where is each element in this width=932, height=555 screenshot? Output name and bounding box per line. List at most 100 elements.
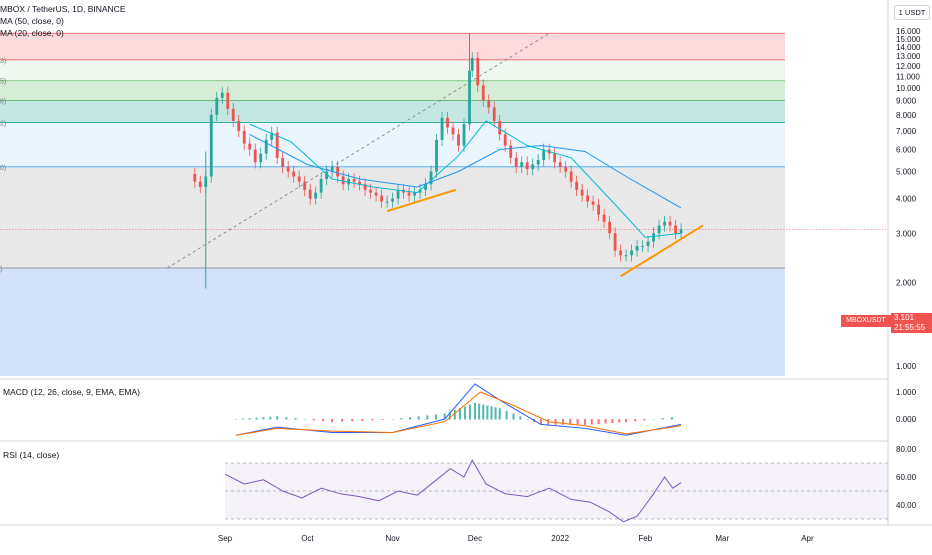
macd-hist-bar bbox=[234, 419, 237, 420]
ma50-legend: MA (50, close, 0) bbox=[0, 16, 64, 26]
macd-hist-bar bbox=[505, 410, 508, 420]
macd-hist-bar bbox=[391, 419, 394, 420]
ma20-line bbox=[249, 120, 682, 238]
macd-tick-label: 1.000 bbox=[896, 388, 917, 397]
candle-body bbox=[451, 127, 455, 135]
macd-hist-bar bbox=[285, 417, 288, 420]
macd-hist-bar bbox=[519, 416, 522, 420]
fib-zone bbox=[0, 100, 785, 123]
macd-hist-bar bbox=[262, 417, 265, 420]
candle-body bbox=[635, 245, 639, 251]
price-tick-label: 6.000 bbox=[896, 146, 917, 155]
candle-body bbox=[385, 201, 389, 203]
fib-zone bbox=[0, 268, 785, 376]
candle-body bbox=[597, 204, 601, 215]
price-tick-label: 8.000 bbox=[896, 111, 917, 120]
candle-body bbox=[380, 195, 383, 202]
macd-hist-bar bbox=[512, 413, 515, 420]
macd-hist-bar bbox=[463, 406, 466, 420]
fib-zone bbox=[0, 33, 785, 60]
candle-body bbox=[668, 221, 672, 226]
fib-side-label: 2) bbox=[0, 121, 6, 128]
candle-body bbox=[580, 189, 584, 196]
candle-body bbox=[520, 162, 524, 167]
candle-body bbox=[542, 149, 546, 161]
macd-hist-bar bbox=[303, 419, 306, 420]
macd-legend: MACD (12, 26, close, 9, EMA, EMA) bbox=[3, 387, 140, 397]
candle-body bbox=[498, 120, 502, 135]
candle-body bbox=[624, 255, 628, 257]
ma50-line bbox=[249, 133, 682, 209]
candle-body bbox=[215, 97, 219, 115]
candle-body bbox=[352, 179, 356, 182]
countdown-label: 21:55:55 bbox=[891, 323, 932, 333]
macd-hist-bar bbox=[576, 419, 579, 425]
macd-hist-bar bbox=[255, 417, 258, 420]
candle-body bbox=[407, 192, 411, 196]
macd-hist-bar bbox=[408, 417, 411, 420]
candle-body bbox=[630, 250, 633, 256]
candle-body bbox=[330, 166, 334, 172]
candle-body bbox=[248, 143, 252, 150]
candle-body bbox=[347, 179, 351, 185]
candle-body bbox=[363, 184, 367, 190]
macd-hist-bar bbox=[625, 419, 628, 423]
candle-body bbox=[303, 181, 307, 190]
time-tick-label: Sep bbox=[218, 534, 233, 543]
macd-hist-bar bbox=[248, 418, 251, 420]
candle-body bbox=[242, 130, 246, 144]
candle-body bbox=[591, 201, 595, 205]
candle-body bbox=[413, 192, 416, 196]
candle-body bbox=[308, 189, 312, 199]
macd-hist-bar bbox=[294, 418, 297, 420]
macd-hist-bar bbox=[482, 404, 485, 420]
candle-body bbox=[536, 160, 540, 165]
time-tick-label: 2022 bbox=[551, 534, 569, 543]
macd-hist-bar bbox=[590, 419, 593, 425]
candle-body bbox=[531, 164, 535, 170]
candle-body bbox=[325, 171, 329, 180]
macd-hist-bar bbox=[241, 418, 244, 420]
candle-body bbox=[336, 166, 340, 177]
chart-title: MBOX / TetherUS, 1D, BINANCE bbox=[0, 4, 126, 14]
candle-body bbox=[481, 85, 485, 101]
macd-hist-bar bbox=[435, 414, 438, 420]
currency-label[interactable]: 1 USDT bbox=[894, 5, 930, 20]
time-tick-label: Feb bbox=[638, 534, 652, 543]
macd-tick-label: 0.000 bbox=[896, 415, 917, 424]
candle-body bbox=[679, 229, 683, 234]
macd-hist-bar bbox=[539, 419, 542, 425]
price-tick-label: 12.000 bbox=[896, 62, 921, 71]
candle-body bbox=[476, 57, 480, 86]
time-tick-label: Mar bbox=[715, 534, 729, 543]
time-tick-label: Nov bbox=[385, 534, 399, 543]
candle-body bbox=[435, 139, 438, 172]
candle-body bbox=[314, 192, 318, 199]
price-tick-label: 5.000 bbox=[896, 168, 917, 177]
time-tick-label: Apr bbox=[801, 534, 814, 543]
rsi-tick-label: 60.00 bbox=[896, 473, 917, 482]
macd-hist-bar bbox=[661, 418, 664, 420]
macd-hist-bar bbox=[276, 416, 279, 420]
candle-body bbox=[652, 233, 655, 242]
macd-hist-bar bbox=[458, 408, 461, 420]
macd-hist-bar bbox=[331, 419, 334, 423]
price-tick-label: 14.000 bbox=[896, 43, 921, 52]
price-tick-label: 15.000 bbox=[896, 35, 921, 44]
macd-hist-bar bbox=[597, 419, 600, 424]
macd-hist-bar bbox=[453, 410, 456, 420]
macd-hist-bar bbox=[400, 418, 403, 420]
candle-body bbox=[553, 153, 557, 163]
price-tick-label: 4.000 bbox=[896, 195, 917, 204]
fib-zone bbox=[0, 59, 785, 81]
macd-hist-bar bbox=[561, 419, 564, 425]
macd-hist-bar bbox=[490, 406, 493, 420]
macd-hist-bar bbox=[371, 419, 374, 421]
candle-body bbox=[602, 214, 606, 222]
candle-body bbox=[641, 245, 644, 247]
fib-side-label: 5) bbox=[0, 79, 6, 86]
candle-body bbox=[253, 149, 257, 163]
candle-body bbox=[374, 192, 378, 196]
